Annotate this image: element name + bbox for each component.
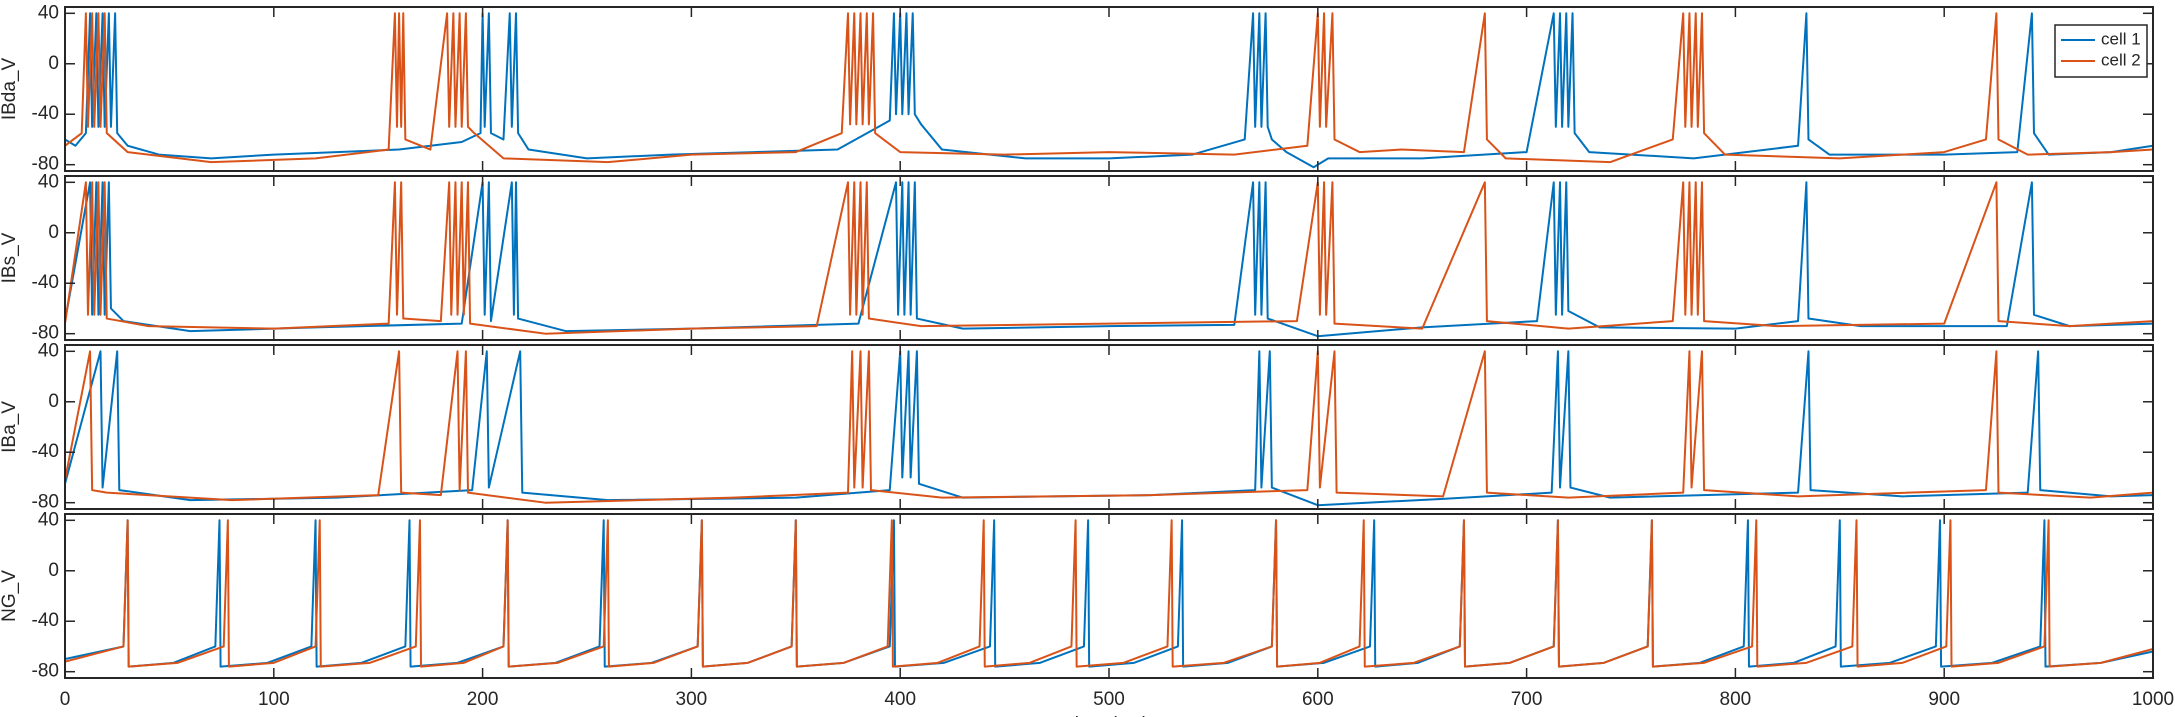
y-tick-label: 40 [38,340,59,361]
data-line [65,181,2153,338]
legend: cell 1 cell 2 [2054,24,2148,78]
y-tick-label: -40 [32,441,59,462]
axes-box [64,6,2154,172]
y-tick-label: 40 [38,509,59,530]
x-axis-label: time (ms) [1069,714,1148,717]
x-tick-label: 1000 [2132,689,2174,710]
axes: -80 -40 0 40 IBs_V [0,171,2154,344]
axes-box [64,344,2154,510]
x-tick-label: 300 [676,689,708,710]
y-axis-label: IBs_V [0,232,20,283]
y-tick-label: 40 [38,2,59,23]
data-line [65,181,2153,335]
y-axis-label: IBda_V [0,58,20,121]
x-tick-label: 400 [884,689,916,710]
x-tick-label: 500 [1093,689,1125,710]
data-line [65,12,2153,164]
data-line [65,350,2153,504]
y-axis-label: NG_V [0,570,20,622]
y-tick-label: -80 [32,154,59,175]
y-tick-label: -80 [32,661,59,682]
y-tick-label: -40 [32,272,59,293]
legend-label: cell 1 [2101,29,2141,48]
y-tick-label: -40 [32,103,59,124]
y-tick-label: 0 [48,560,59,581]
plot-area [65,181,2153,338]
y-tick-label: 0 [48,222,59,243]
data-line [65,12,2153,169]
plot-area [65,12,2153,169]
y-tick-label: -40 [32,610,59,631]
data-line [65,519,2153,668]
legend-box [2054,24,2148,78]
x-tick-label: 700 [1511,689,1543,710]
axes: -80 -40 0 40 IBda_V cell 1 cell 2 [0,2,2154,175]
y-tick-label: 0 [48,53,59,74]
x-tick-label: 900 [1928,689,1960,710]
data-line [65,350,2153,507]
y-axis-label: IBa_V [0,401,20,453]
x-tick-label: 600 [1302,689,1334,710]
x-tick-label: 100 [258,689,290,710]
axes-box [64,175,2154,341]
x-tick-label: 0 [60,689,71,710]
data-line [65,519,2153,668]
y-tick-label: 0 [48,391,59,412]
y-tick-label: -80 [32,323,59,344]
axes: -80 -40 0 40 IBa_V [0,340,2154,513]
x-tick-label: 200 [467,689,499,710]
x-tick-label: 800 [1720,689,1752,710]
plot-area [65,350,2153,507]
y-tick-label: -80 [32,492,59,513]
plot-area [65,519,2153,668]
legend-label: cell 2 [2101,50,2141,69]
y-tick-label: 40 [38,171,59,192]
